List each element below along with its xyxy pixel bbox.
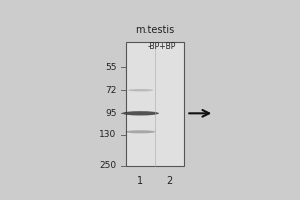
- Text: 1: 1: [137, 176, 143, 186]
- Text: m.testis: m.testis: [135, 25, 175, 35]
- Text: -BP+BP: -BP+BP: [148, 42, 176, 51]
- Bar: [126, 42, 184, 166]
- Ellipse shape: [122, 111, 159, 115]
- Text: 72: 72: [105, 86, 117, 95]
- Text: 55: 55: [105, 63, 117, 72]
- Ellipse shape: [128, 89, 153, 91]
- Text: 130: 130: [99, 130, 117, 139]
- Ellipse shape: [125, 130, 155, 133]
- Text: 2: 2: [166, 176, 172, 186]
- Text: 250: 250: [99, 161, 117, 170]
- Text: 95: 95: [105, 109, 117, 118]
